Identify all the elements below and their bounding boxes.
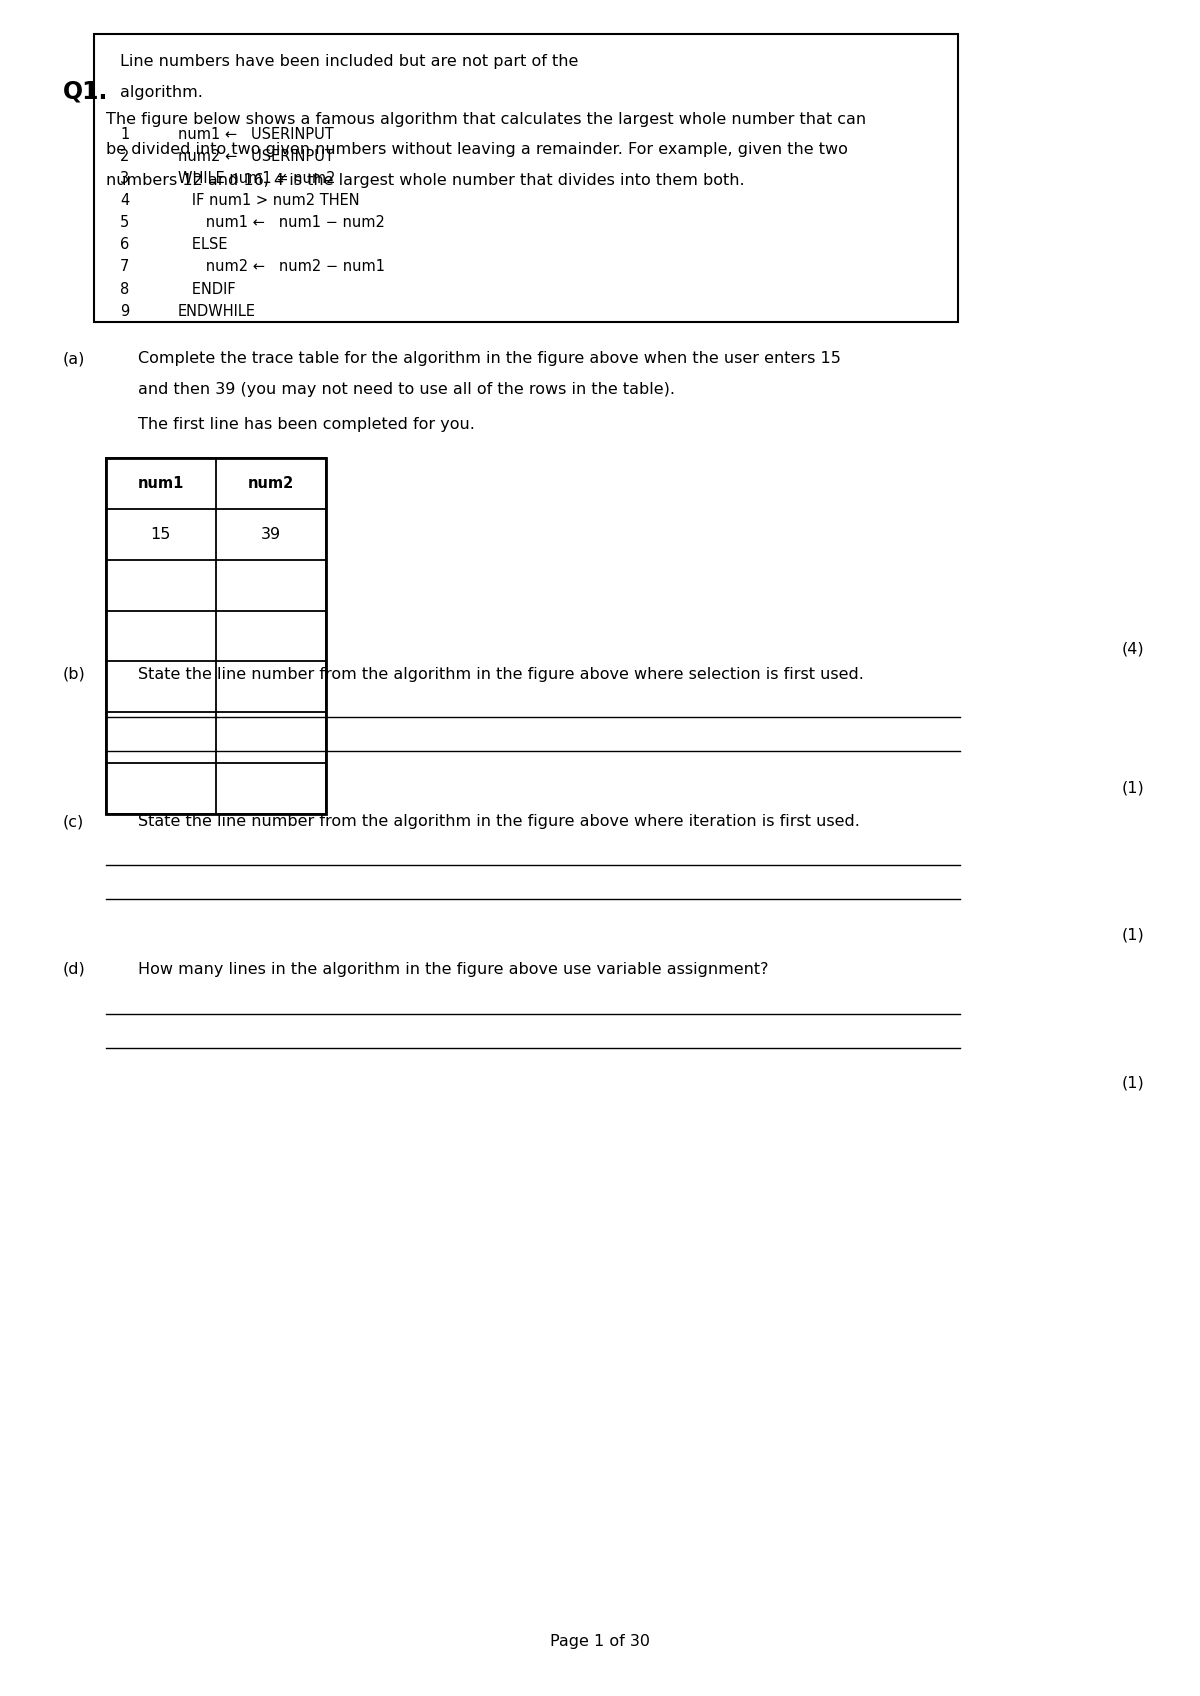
Bar <box>106 458 326 814</box>
Text: num1 ←   num1 − num2: num1 ← num1 − num2 <box>178 215 384 231</box>
Text: How many lines in the algorithm in the figure above use variable assignment?: How many lines in the algorithm in the f… <box>138 962 768 977</box>
Text: Complete the trace table for the algorithm in the figure above when the user ent: Complete the trace table for the algorit… <box>138 351 841 366</box>
Text: numbers 12 and 16, 4 is the largest whole number that divides into them both.: numbers 12 and 16, 4 is the largest whol… <box>106 173 744 188</box>
FancyBboxPatch shape <box>94 34 958 322</box>
Text: (1): (1) <box>1122 780 1145 795</box>
Text: State the line number from the algorithm in the figure above where iteration is : State the line number from the algorithm… <box>138 814 860 829</box>
Text: 1: 1 <box>120 127 130 142</box>
Text: and then 39 (you may not need to use all of the rows in the table).: and then 39 (you may not need to use all… <box>138 382 674 397</box>
Text: WHILE num1 ≠ num2: WHILE num1 ≠ num2 <box>178 171 335 187</box>
Text: (d): (d) <box>62 962 85 977</box>
Text: The first line has been completed for you.: The first line has been completed for yo… <box>138 417 475 432</box>
Text: num2 ←   num2 − num1: num2 ← num2 − num1 <box>178 259 385 275</box>
Text: ENDWHILE: ENDWHILE <box>178 304 256 319</box>
Text: 39: 39 <box>262 527 281 541</box>
Text: 7: 7 <box>120 259 130 275</box>
Text: Line numbers have been included but are not part of the: Line numbers have been included but are … <box>120 54 578 70</box>
Text: 15: 15 <box>151 527 170 541</box>
Text: num2 ←   USERINPUT: num2 ← USERINPUT <box>178 149 334 165</box>
Text: 3: 3 <box>120 171 130 187</box>
Text: (b): (b) <box>62 667 85 682</box>
Text: (4): (4) <box>1122 641 1145 656</box>
Text: 9: 9 <box>120 304 130 319</box>
Text: 5: 5 <box>120 215 130 231</box>
Text: Q1.: Q1. <box>62 80 108 103</box>
Text: algorithm.: algorithm. <box>120 85 203 100</box>
Text: be divided into two given numbers without leaving a remainder. For example, give: be divided into two given numbers withou… <box>106 142 847 158</box>
Text: (c): (c) <box>62 814 84 829</box>
Text: num1 ←   USERINPUT: num1 ← USERINPUT <box>178 127 334 142</box>
Text: The figure below shows a famous algorithm that calculates the largest whole numb: The figure below shows a famous algorith… <box>106 112 865 127</box>
Text: ENDIF: ENDIF <box>178 282 235 297</box>
Text: num2: num2 <box>248 477 294 490</box>
Text: 6: 6 <box>120 237 130 253</box>
Text: ELSE: ELSE <box>178 237 227 253</box>
Text: (a): (a) <box>62 351 85 366</box>
Text: num1: num1 <box>138 477 184 490</box>
Text: IF num1 > num2 THEN: IF num1 > num2 THEN <box>178 193 359 209</box>
Text: State the line number from the algorithm in the figure above where selection is : State the line number from the algorithm… <box>138 667 864 682</box>
Text: 4: 4 <box>120 193 130 209</box>
Text: 8: 8 <box>120 282 130 297</box>
Text: Page 1 of 30: Page 1 of 30 <box>550 1633 650 1649</box>
Text: 2: 2 <box>120 149 130 165</box>
Text: (1): (1) <box>1122 1075 1145 1091</box>
Text: (1): (1) <box>1122 928 1145 943</box>
